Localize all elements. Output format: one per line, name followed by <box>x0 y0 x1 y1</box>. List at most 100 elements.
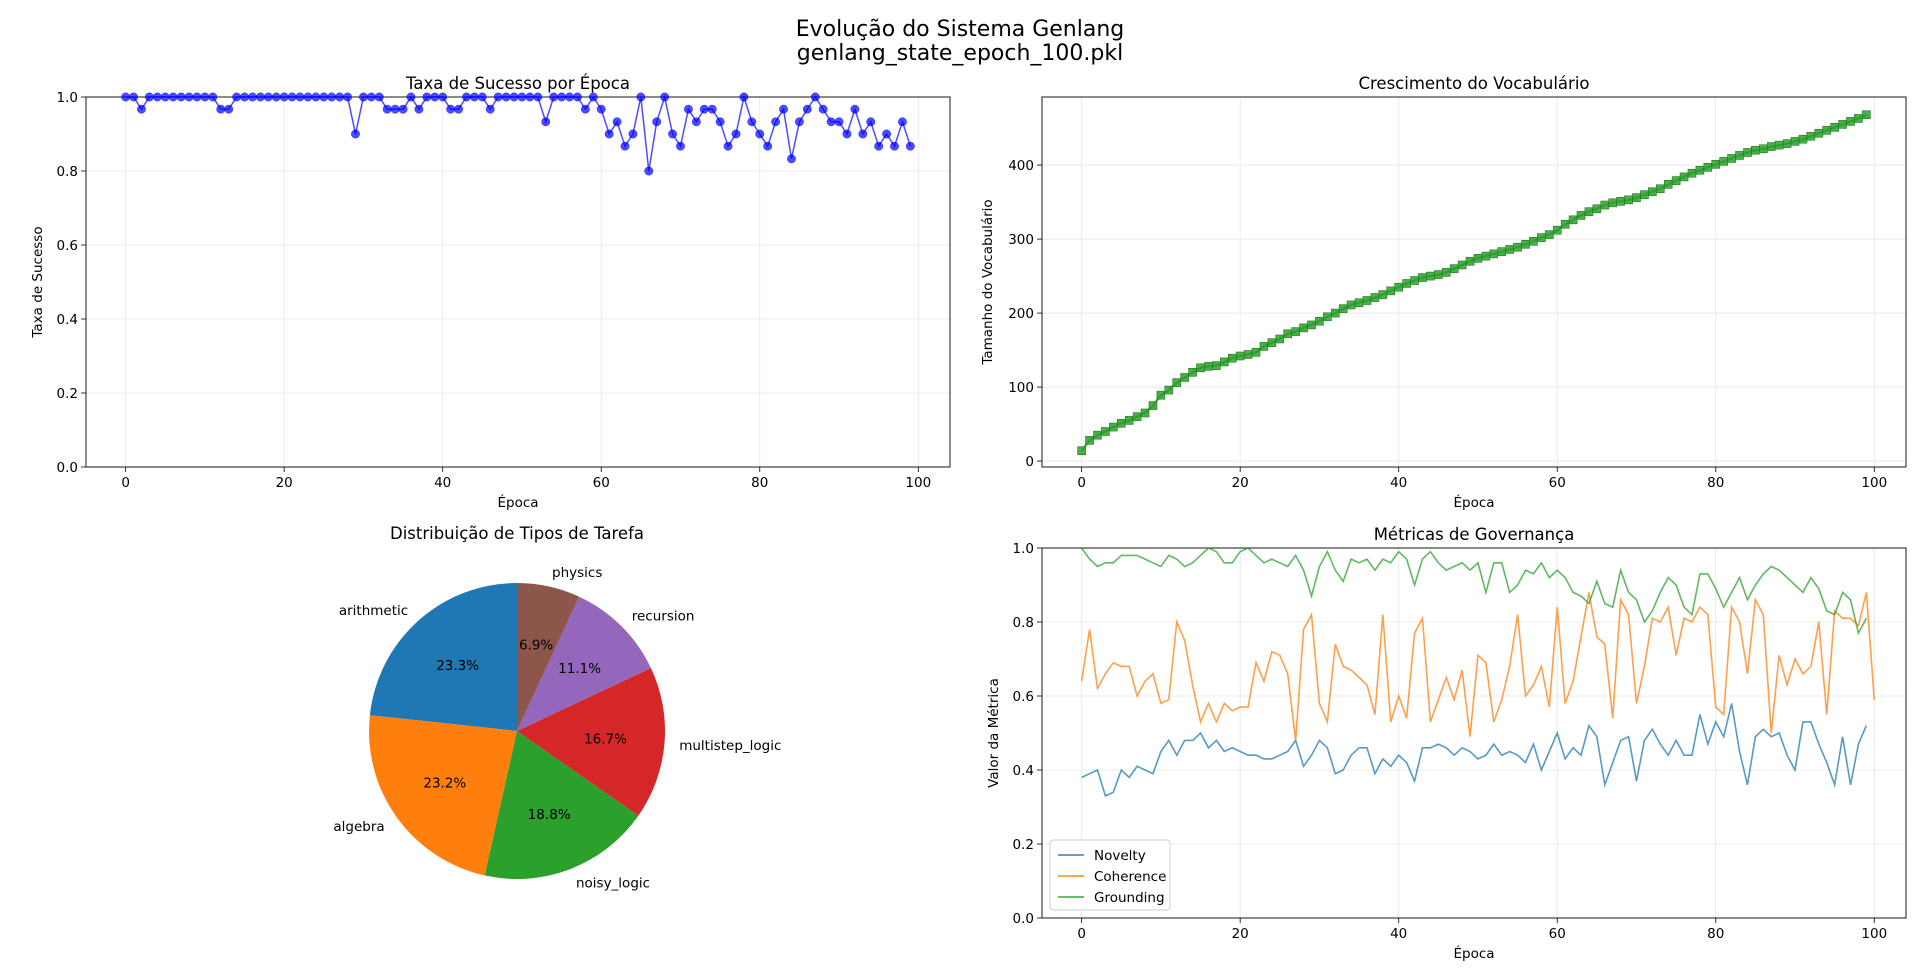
vocabulary-point <box>1719 157 1728 166</box>
pie-percent: 18.8% <box>528 807 571 823</box>
success-point <box>485 104 495 114</box>
success-point <box>747 117 757 127</box>
success-point <box>398 104 408 114</box>
y-tick-label: 300 <box>1008 232 1034 248</box>
vocabulary-point <box>1830 123 1839 132</box>
y-tick-label: 200 <box>1008 306 1034 322</box>
vocabulary-point <box>1140 408 1150 418</box>
pie-label: recursion <box>632 609 695 625</box>
success-point <box>620 141 630 151</box>
success-point <box>826 117 836 127</box>
success-point <box>438 92 448 102</box>
vocabulary-point <box>1132 412 1142 421</box>
vocabulary-point <box>1584 207 1594 216</box>
vocabulary-point <box>1529 237 1538 246</box>
vocabulary-point <box>1497 247 1507 256</box>
vocabulary-point <box>1711 160 1721 169</box>
vocabulary-point <box>1378 290 1388 299</box>
success-point <box>390 104 400 114</box>
success-point <box>834 117 844 127</box>
vocabulary-point <box>1434 270 1443 279</box>
vocabulary-point <box>1196 363 1205 373</box>
success-point <box>501 92 511 102</box>
success-point <box>319 92 329 102</box>
y-axis-label: Tamanho do Vocabulário <box>980 199 996 365</box>
success-point <box>184 92 194 102</box>
success-point <box>414 104 424 114</box>
vocabulary-point <box>1703 163 1713 172</box>
vocabulary-point <box>1251 347 1261 357</box>
success-point <box>858 129 868 139</box>
vocabulary-point <box>1663 180 1673 189</box>
vocabulary-point <box>1323 312 1332 322</box>
vocabulary-point <box>1156 390 1166 400</box>
vocabulary-point <box>1560 219 1570 229</box>
success-point <box>818 104 828 114</box>
vocabulary-point <box>1124 416 1134 425</box>
chart-title: Taxa de Sucesso por Época <box>405 74 630 93</box>
success-point <box>699 104 709 114</box>
y-tick-label: 0.2 <box>1013 837 1034 853</box>
pie-slice-noisy_logic <box>484 731 639 879</box>
vocabulary-point <box>1608 198 1618 208</box>
x-tick-label: 80 <box>1707 926 1724 942</box>
vocabulary-point <box>1077 446 1086 456</box>
y-axis-label: Taxa de Sucesso <box>30 226 46 338</box>
success-point <box>715 117 725 127</box>
success-point <box>779 104 788 114</box>
vocabulary-point <box>1220 357 1229 367</box>
x-tick-label: 0 <box>121 475 130 491</box>
success-point <box>382 104 392 114</box>
axes-frame <box>1041 547 1907 919</box>
vocabulary-point <box>1766 142 1776 151</box>
x-tick-label: 0 <box>1077 475 1086 491</box>
success-point <box>771 117 781 127</box>
success-point <box>636 92 646 102</box>
success-point <box>200 92 210 102</box>
pie-percent: 11.1% <box>558 661 601 677</box>
vocabulary-point <box>1513 242 1522 252</box>
x-tick-label: 40 <box>1390 475 1407 491</box>
legend-entry: Coherence <box>1094 869 1166 885</box>
y-tick-label: 1.0 <box>57 90 78 106</box>
vocabulary-point <box>1854 114 1863 123</box>
success-point <box>129 92 139 102</box>
vocabulary-point <box>1687 168 1697 178</box>
vocabulary-point <box>1449 264 1459 273</box>
x-tick-label: 80 <box>1707 475 1724 491</box>
vocabulary-point <box>1521 239 1530 249</box>
success-point <box>358 92 368 102</box>
success-point <box>311 92 321 102</box>
chart-title: Métricas de Governança <box>1374 525 1575 544</box>
x-axis-label: Época <box>497 494 538 511</box>
success-point <box>216 104 226 114</box>
success-point <box>144 92 154 102</box>
success-point <box>866 117 876 127</box>
vocabulary-point <box>1743 148 1752 157</box>
vocabulary-point <box>1093 430 1102 440</box>
vocabulary-point <box>1148 401 1158 410</box>
vocabulary-point <box>1481 251 1491 261</box>
vocabulary-point <box>1782 139 1792 148</box>
vocabulary-point <box>1394 282 1403 292</box>
success-rate-chart: 0 20 40 60 80 100 0.0 0.2 0.4 0.6 0.8 1.0 Taxa de Su… <box>30 74 951 511</box>
x-axis-label: Época <box>1453 494 1494 511</box>
y-tick-label: 100 <box>1008 380 1034 396</box>
vocabulary-point <box>1362 296 1372 305</box>
y-tick-label: 0.6 <box>57 238 78 254</box>
success-point <box>454 104 464 114</box>
vocabulary-point <box>1227 353 1237 363</box>
success-point <box>462 92 471 102</box>
success-point <box>707 104 717 114</box>
y-tick-label: 0.0 <box>1013 911 1034 927</box>
success-point <box>224 104 234 114</box>
legend-box <box>1049 839 1171 911</box>
success-point <box>295 92 305 102</box>
success-point <box>493 92 503 102</box>
y-axis-label: Valor da Métrica <box>986 678 1002 788</box>
vocabulary-point <box>1648 187 1657 197</box>
success-point <box>588 92 598 102</box>
legend-entry: Novelty <box>1094 848 1146 864</box>
success-point <box>255 92 265 102</box>
vocabulary-point <box>1243 350 1253 359</box>
